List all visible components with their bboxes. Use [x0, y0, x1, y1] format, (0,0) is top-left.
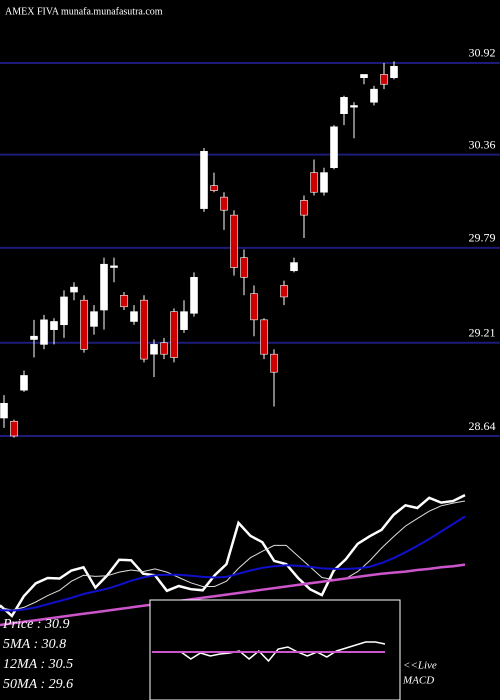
candle-body [0, 402, 8, 419]
series-line [0, 563, 466, 627]
candle-body [50, 321, 58, 330]
candle-body [140, 299, 148, 360]
candle-body [130, 311, 138, 322]
legend-entry: Price : 30.9 [2, 617, 69, 632]
candle-body [40, 319, 48, 345]
legend-entry: 5MA : 30.8 [3, 637, 66, 652]
candle-body [320, 172, 328, 193]
macd-label: <<Live [403, 660, 437, 672]
candle-body [60, 296, 68, 326]
candle-body [390, 65, 398, 79]
legend-entry: 50MA : 29.6 [3, 677, 73, 692]
candle-body [20, 375, 28, 391]
candle-body [300, 200, 308, 216]
candle-body [380, 74, 388, 85]
candle-body [10, 420, 18, 437]
series-line [152, 641, 386, 663]
candle-body [230, 214, 238, 268]
macd-label: MACD [402, 675, 434, 687]
candle-body [290, 262, 298, 272]
candle-body [190, 277, 198, 314]
candle-body [330, 126, 338, 168]
candle-body [180, 311, 188, 330]
candle-body [160, 342, 168, 355]
y-tick-label: 30.92 [469, 46, 496, 60]
candle-body [360, 74, 368, 79]
legend-entry: 12MA : 30.5 [3, 657, 73, 672]
candle-body [220, 196, 228, 211]
y-tick-label: 30.36 [469, 137, 496, 151]
candle-body [150, 344, 158, 355]
candle-body [250, 293, 258, 321]
candle-body [70, 286, 78, 293]
macd-panel [149, 599, 401, 700]
y-tick-label: 29.21 [469, 325, 496, 339]
candle-body [260, 319, 268, 355]
candle-body [270, 353, 278, 373]
candle-body [90, 311, 98, 327]
y-tick-label: 28.64 [469, 419, 496, 433]
candle-body [170, 311, 178, 358]
chart-title: AMEX FIVA munafa.munafasutra.com [5, 6, 163, 17]
candle-body [340, 97, 348, 115]
series-line [0, 493, 466, 618]
candle-body [210, 185, 218, 191]
candle-body [100, 263, 108, 311]
candle-body [370, 88, 378, 103]
candle-body [80, 299, 88, 350]
candle-body [200, 151, 208, 209]
candle-body [30, 335, 38, 340]
candle-body [280, 285, 288, 298]
candle-body [310, 172, 318, 193]
candle-body [240, 257, 248, 278]
candle-body [350, 105, 358, 108]
series-line [0, 515, 466, 612]
candle-body [110, 265, 118, 268]
candle-body [120, 295, 128, 308]
y-tick-label: 29.79 [469, 231, 496, 245]
